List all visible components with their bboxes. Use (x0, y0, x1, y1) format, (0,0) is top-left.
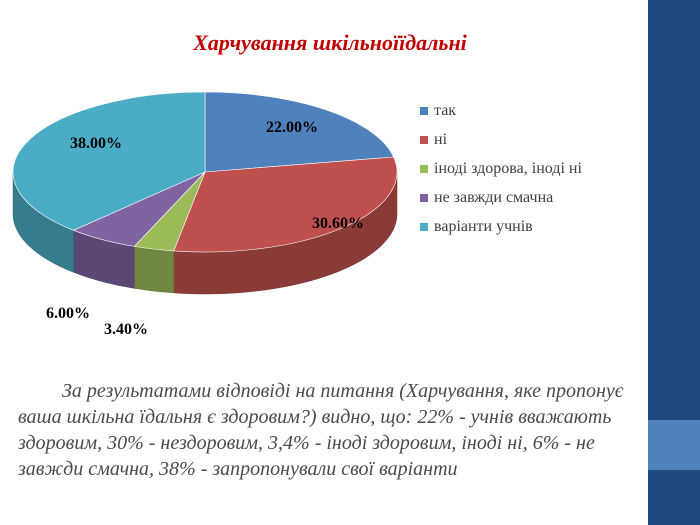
legend-swatch (420, 106, 428, 115)
slide-side-bar-accent (648, 420, 700, 470)
legend-label: іноді здорова, іноді ні (434, 159, 582, 177)
legend-item: так (420, 96, 582, 125)
pie-slice (173, 156, 398, 253)
pie-slice (12, 91, 206, 231)
slide-body-text: За результатами відповіді на питання (Ха… (18, 380, 624, 480)
pie-slice (204, 91, 395, 173)
legend-swatch (420, 135, 428, 144)
pie-data-label: 22.00% (266, 119, 318, 136)
chart-legend: так ні іноді здорова, іноді ні не завжди см… (420, 96, 582, 241)
legend-label: ні (434, 130, 448, 148)
pie-data-label: 30.60% (312, 215, 364, 232)
legend-item: ні (420, 125, 582, 154)
legend-item: іноді здорова, іноді ні (420, 154, 582, 183)
pie-data-label: 38.00% (70, 135, 122, 152)
legend-item: не завжди смачна (420, 183, 582, 212)
legend-swatch (420, 164, 428, 173)
pie-slice-side (134, 246, 175, 294)
legend-swatch (420, 193, 428, 202)
legend-label: не завжди смачна (434, 188, 554, 206)
legend-item: варіанти учнів (420, 212, 582, 241)
pie-data-label: 6.00% (46, 305, 90, 322)
legend-swatch (420, 222, 428, 231)
chart-title: Харчування шкільноїїдальні (193, 30, 467, 55)
legend-label: варіанти учнів (434, 217, 533, 235)
pie-data-label: 3.40% (104, 321, 148, 338)
legend-label: так (434, 101, 457, 119)
